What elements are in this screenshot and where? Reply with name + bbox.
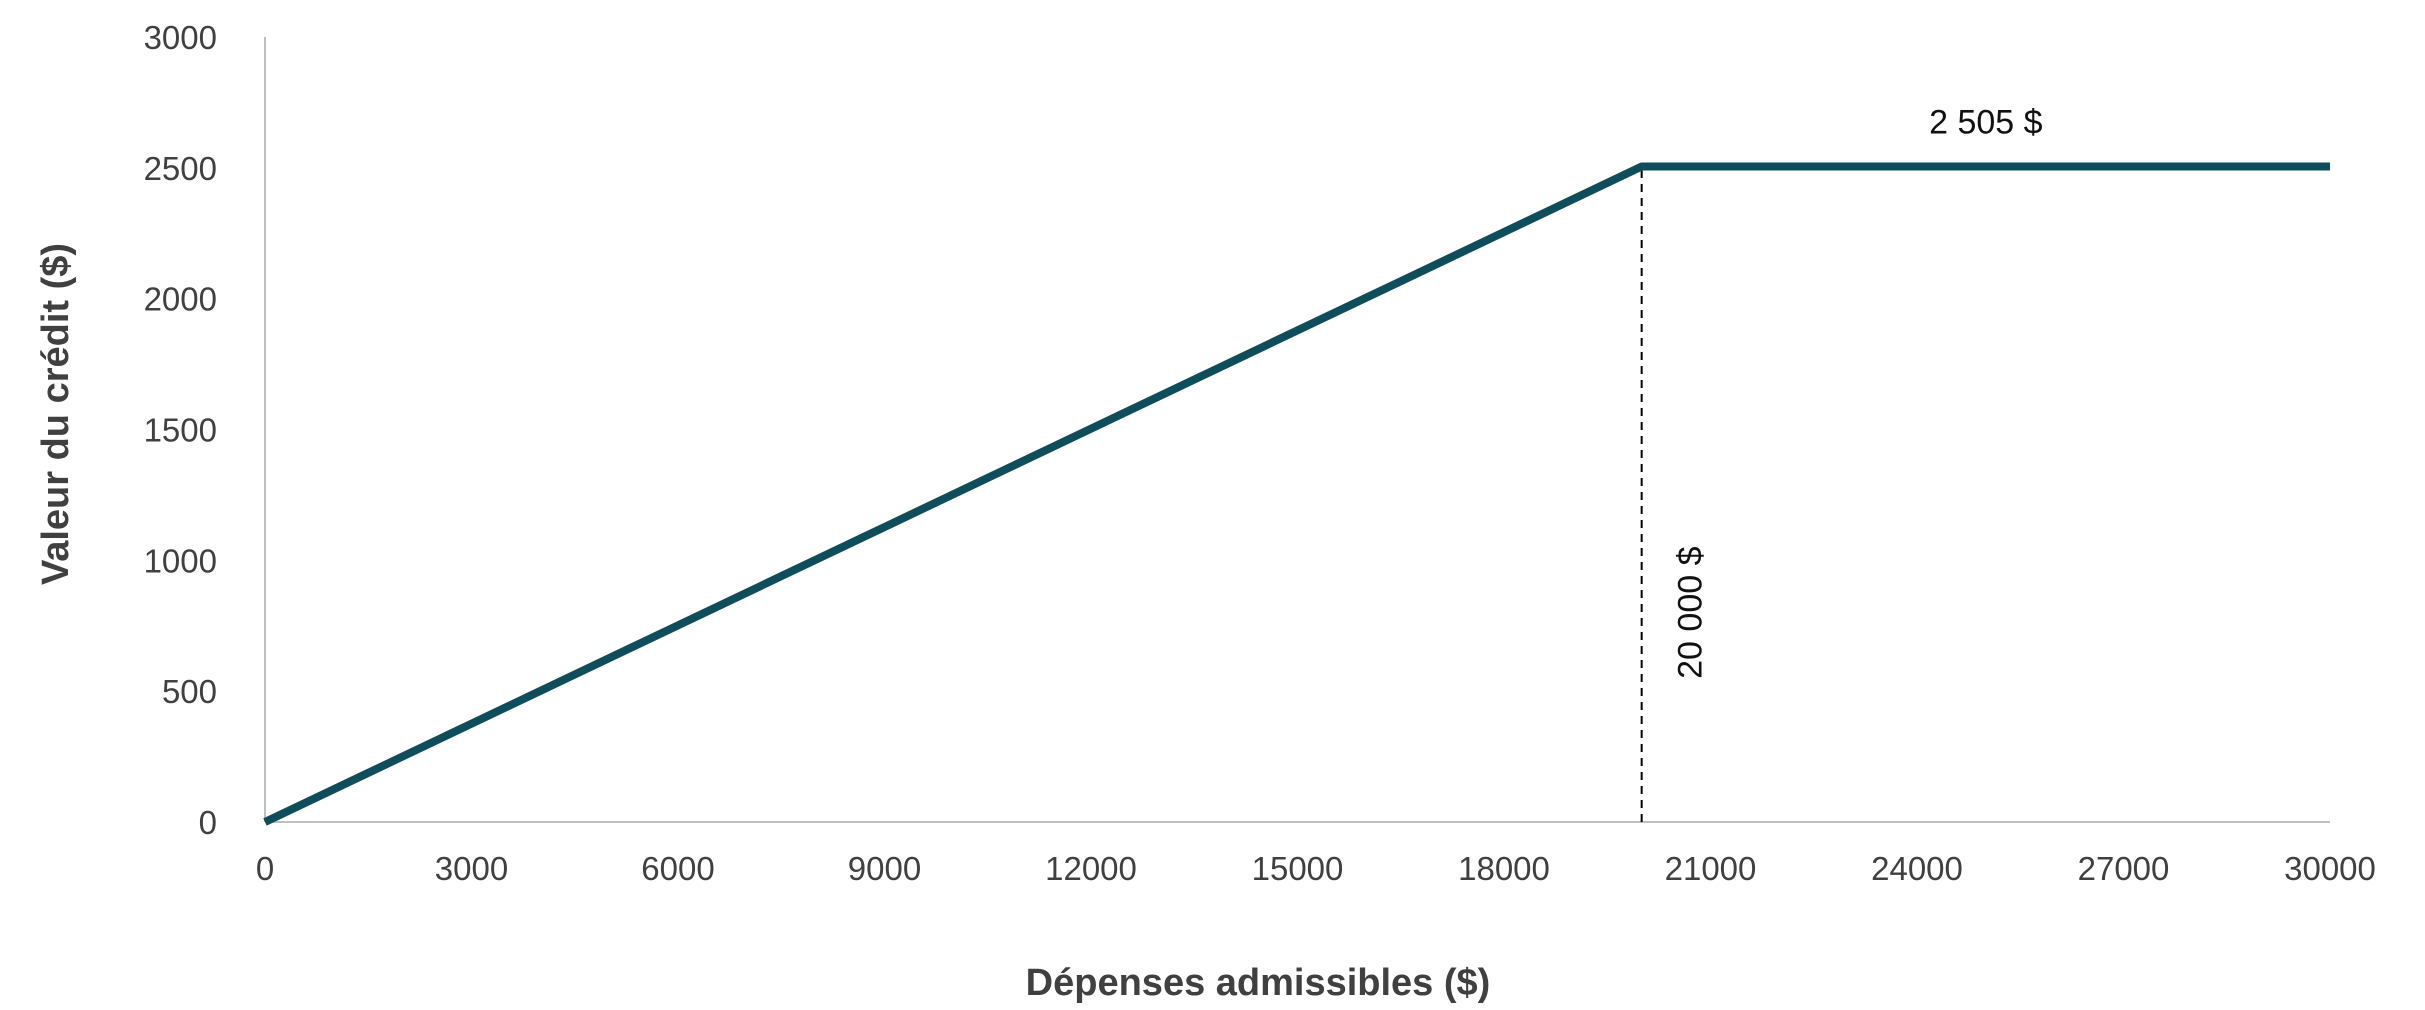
x-tick-label: 0 [256, 850, 274, 887]
annotation-threshold-label: 20 000 $ [1672, 546, 1710, 678]
x-axis-title: Dépenses admissibles ($) [1026, 962, 1491, 1004]
x-tick-label: 30000 [2284, 850, 2376, 887]
y-tick-label: 3000 [144, 19, 217, 56]
y-tick-label: 1500 [144, 412, 217, 449]
x-tick-label: 12000 [1045, 850, 1137, 887]
y-tick-label: 2500 [144, 150, 217, 187]
series-line [263, 162, 2330, 826]
x-tick-label: 6000 [641, 850, 714, 887]
y-tick-label: 500 [162, 673, 217, 710]
y-tick-label: 2000 [144, 281, 217, 318]
y-tick-label: 0 [199, 804, 217, 841]
x-tick-label: 24000 [1871, 850, 1963, 887]
x-tick-label: 3000 [435, 850, 508, 887]
series-layer [263, 162, 2330, 826]
axes: 0 3000 6000 9000 12000 15000 18000 21000 24000 27… [144, 19, 2376, 887]
x-tick-label: 18000 [1458, 850, 1550, 887]
y-axis-title: Valeur du crédit ($) [35, 243, 77, 585]
annotation-max-value-label: 2 505 $ [1929, 104, 2043, 142]
annotations: 2 505 $ 20 000 $ [1672, 104, 2043, 679]
y-tick-label: 1000 [144, 542, 217, 579]
x-tick-label: 9000 [848, 850, 921, 887]
x-tick-label: 15000 [1252, 850, 1344, 887]
x-tick-label: 27000 [2078, 850, 2170, 887]
x-tick-label: 21000 [1665, 850, 1757, 887]
